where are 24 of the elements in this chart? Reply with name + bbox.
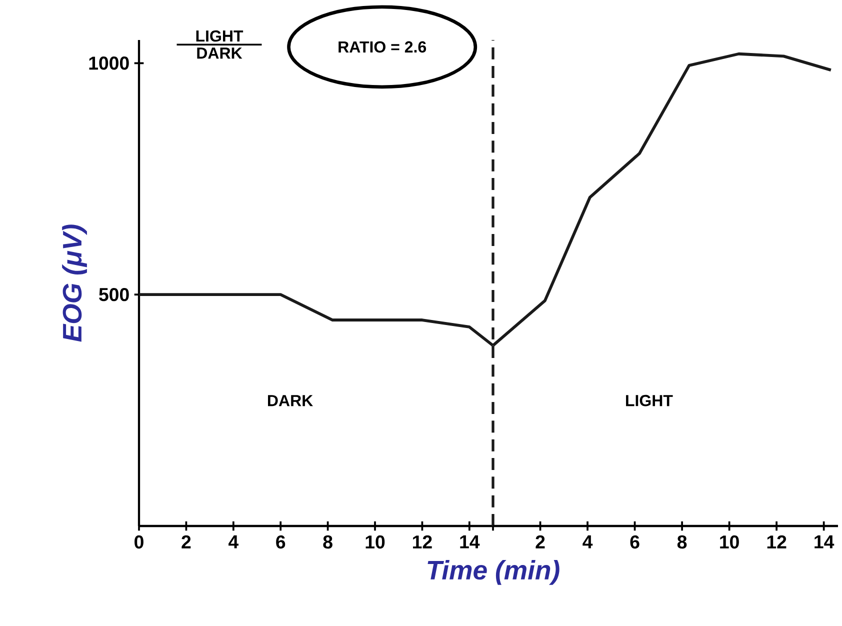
x-tick-label: 14	[814, 535, 834, 548]
x-tick-label: 2	[182, 535, 191, 548]
x-tick-label: 0	[134, 535, 144, 549]
x-tick-label: 6	[630, 535, 640, 549]
annotation: DARK	[268, 395, 313, 406]
x-tick-label: 6	[276, 535, 286, 549]
x-tick-label: 10	[366, 535, 385, 549]
x-tick-label: 8	[323, 535, 332, 549]
x-tick-label: 14	[460, 535, 480, 548]
annotation: LIGHT	[626, 394, 673, 406]
y-axis-title: EOG (μV)	[62, 224, 87, 342]
x-tick-label: 10	[720, 535, 739, 549]
x-tick-label: 8	[677, 535, 687, 549]
y-tick-label: 1000	[89, 56, 129, 70]
x-tick-label: 4	[582, 535, 593, 548]
x-tick-label: 2	[536, 535, 545, 548]
x-tick-label: 12	[767, 535, 786, 548]
annotation: RATIO = 2.6	[338, 41, 426, 53]
x-tick-label: 12	[412, 535, 432, 548]
annotation: DARK	[197, 48, 242, 59]
x-tick-label: 4	[228, 535, 238, 548]
annotation: LIGHT	[196, 30, 244, 42]
x-axis-title: Time (min)	[428, 560, 560, 585]
y-tick-label: 500	[99, 288, 129, 302]
